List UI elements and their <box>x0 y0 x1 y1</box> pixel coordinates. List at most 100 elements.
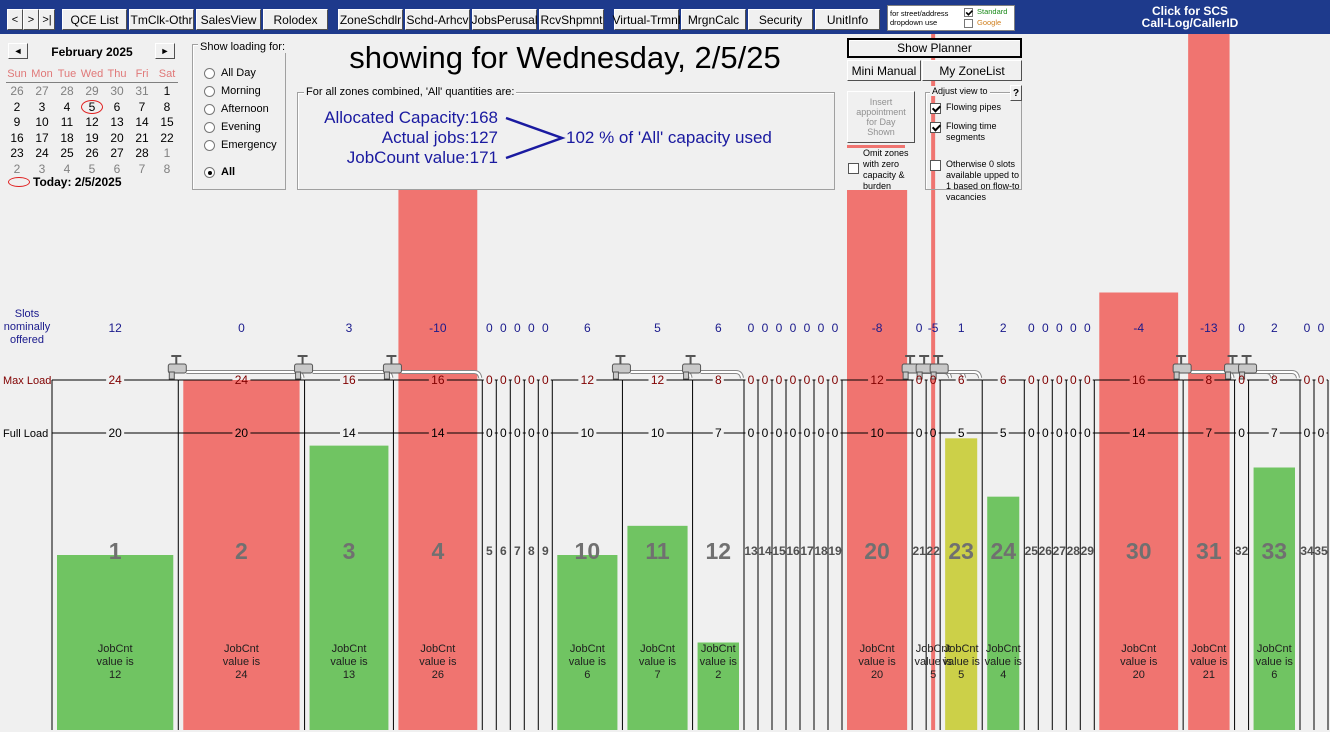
toolbar-button[interactable]: Security <box>748 9 813 30</box>
toolbar-button[interactable]: MrgnCalc <box>681 9 746 30</box>
loading-radio[interactable] <box>204 68 215 79</box>
loading-radio[interactable] <box>204 140 215 151</box>
cal-day[interactable]: 11 <box>60 115 74 129</box>
nav-button[interactable]: < <box>7 9 23 30</box>
jobcnt-caption: JobCnt <box>916 643 951 655</box>
loading-radio[interactable] <box>204 86 215 97</box>
arrow-shape <box>505 116 566 160</box>
cal-day[interactable]: 7 <box>138 99 146 114</box>
toolbar-button[interactable]: TmClk-Othr <box>129 9 194 30</box>
cal-day[interactable]: 3 <box>38 99 46 114</box>
cal-day[interactable]: 27 <box>110 146 124 160</box>
cal-day[interactable]: 13 <box>110 115 124 129</box>
cal-day[interactable]: 19 <box>85 130 99 145</box>
cal-day[interactable]: 23 <box>10 146 24 160</box>
cal-day[interactable]: 30 <box>110 84 124 98</box>
adjust-checkbox[interactable] <box>930 103 941 114</box>
cal-day[interactable]: 12 <box>85 115 99 129</box>
toolbar-button[interactable]: UnitInfo <box>815 9 880 30</box>
cal-prev[interactable]: ◄ <box>8 43 28 59</box>
cal-day[interactable]: 1 <box>163 84 171 98</box>
cal-day[interactable]: 29 <box>85 84 99 98</box>
callerid-link[interactable]: Call-Log/CallerID <box>1141 16 1239 30</box>
cal-day[interactable]: 2 <box>13 161 21 176</box>
toolbar-button[interactable]: JobsPerusal <box>471 9 538 30</box>
cal-day[interactable]: 18 <box>60 130 74 145</box>
cal-day[interactable]: 14 <box>135 115 149 129</box>
loading-radio[interactable] <box>204 167 215 178</box>
cal-day[interactable]: 20 <box>110 130 124 145</box>
cal-day[interactable]: 22 <box>160 130 174 145</box>
jobcnt-value: 2 <box>715 669 721 681</box>
nav-button[interactable]: >| <box>39 9 55 30</box>
cal-day[interactable]: 31 <box>135 84 149 98</box>
toolbar-button[interactable]: SalesView <box>196 9 261 30</box>
adjust-checkbox[interactable] <box>930 122 941 133</box>
cal-day[interactable]: 5 <box>88 99 96 114</box>
toolbar-button[interactable]: Rolodex <box>263 9 328 30</box>
loading-option[interactable]: Afternoon <box>221 103 269 115</box>
cal-day[interactable]: 27 <box>35 84 49 98</box>
cal-day[interactable]: 6 <box>113 161 121 176</box>
omit-checkbox[interactable] <box>848 163 859 174</box>
loading-option[interactable]: All <box>221 166 236 178</box>
adjust-help[interactable]: ? <box>1010 85 1022 101</box>
cal-day[interactable]: 25 <box>60 146 74 160</box>
toolbar-button[interactable]: RcvShpmnt <box>539 9 604 30</box>
loading-radio[interactable] <box>204 122 215 133</box>
cal-day[interactable]: 8 <box>163 161 171 176</box>
row-label: offered <box>10 334 44 346</box>
toolbar-button[interactable]: ZoneSchdlr <box>338 9 403 30</box>
jobcnt-value: 6 <box>584 669 590 681</box>
cal-day[interactable]: 4 <box>63 161 71 176</box>
cal-day[interactable]: 1 <box>163 146 171 160</box>
max-load-value: 0 <box>832 373 839 387</box>
toolbar-button[interactable]: Virtual-Trmnl <box>613 9 681 30</box>
loading-option[interactable]: Evening <box>221 121 261 133</box>
cal-next[interactable]: ► <box>155 43 175 59</box>
address-checkbox[interactable] <box>964 19 973 28</box>
cal-day[interactable]: 5 <box>88 161 96 176</box>
cal-day[interactable]: 28 <box>60 84 74 98</box>
cal-day[interactable]: 15 <box>160 115 174 129</box>
faucet-spout <box>295 371 302 380</box>
zone-number: 2 <box>235 538 248 564</box>
address-checkbox[interactable] <box>964 8 973 17</box>
cal-day[interactable]: 3 <box>38 161 46 176</box>
cal-day[interactable]: 8 <box>163 99 171 114</box>
max-load-value: 24 <box>235 373 249 387</box>
show-planner[interactable]: Show Planner <box>847 38 1022 58</box>
toolbar-button[interactable]: QCE List <box>62 9 127 30</box>
loading-radio[interactable] <box>204 104 215 115</box>
my-zonelist[interactable]: My ZoneList <box>922 60 1022 81</box>
mini-manual[interactable]: Mini Manual <box>847 60 921 81</box>
zone-number: 5 <box>486 544 493 558</box>
cal-day[interactable]: 17 <box>35 130 49 145</box>
cal-day[interactable]: 4 <box>63 99 71 114</box>
cal-day[interactable]: 21 <box>135 130 149 145</box>
cal-day[interactable]: 10 <box>35 115 49 129</box>
cal-day[interactable]: 16 <box>10 130 24 145</box>
loading-option[interactable]: Morning <box>221 85 261 97</box>
jobcnt-value: 5 <box>958 669 964 681</box>
cal-day[interactable]: 7 <box>138 161 146 176</box>
toolbar-button[interactable]: Schd-Arhcv <box>405 9 470 30</box>
callerid-link[interactable]: Click for SCS <box>1151 4 1229 18</box>
zone-number: 3 <box>343 538 356 564</box>
cal-day[interactable]: 9 <box>13 115 21 129</box>
cal-day[interactable]: 24 <box>35 146 49 160</box>
nav-button[interactable]: > <box>23 9 39 30</box>
omit-label: Omit zones with zero capacity & burden <box>863 148 909 191</box>
today-label[interactable]: Today: 2/5/2025 <box>33 175 122 189</box>
cal-day[interactable]: 28 <box>135 146 149 160</box>
pipe-inner <box>948 371 982 379</box>
zone-bar <box>627 525 688 730</box>
loading-option[interactable]: Emergency <box>221 139 277 151</box>
cal-day[interactable]: 26 <box>10 84 24 98</box>
cal-day[interactable]: 2 <box>13 99 21 114</box>
loading-option[interactable]: All Day <box>221 67 256 79</box>
adjust-checkbox[interactable] <box>930 160 941 171</box>
full-load-value: 0 <box>790 426 797 440</box>
cal-day[interactable]: 26 <box>85 146 99 160</box>
cal-day[interactable]: 6 <box>113 99 121 114</box>
